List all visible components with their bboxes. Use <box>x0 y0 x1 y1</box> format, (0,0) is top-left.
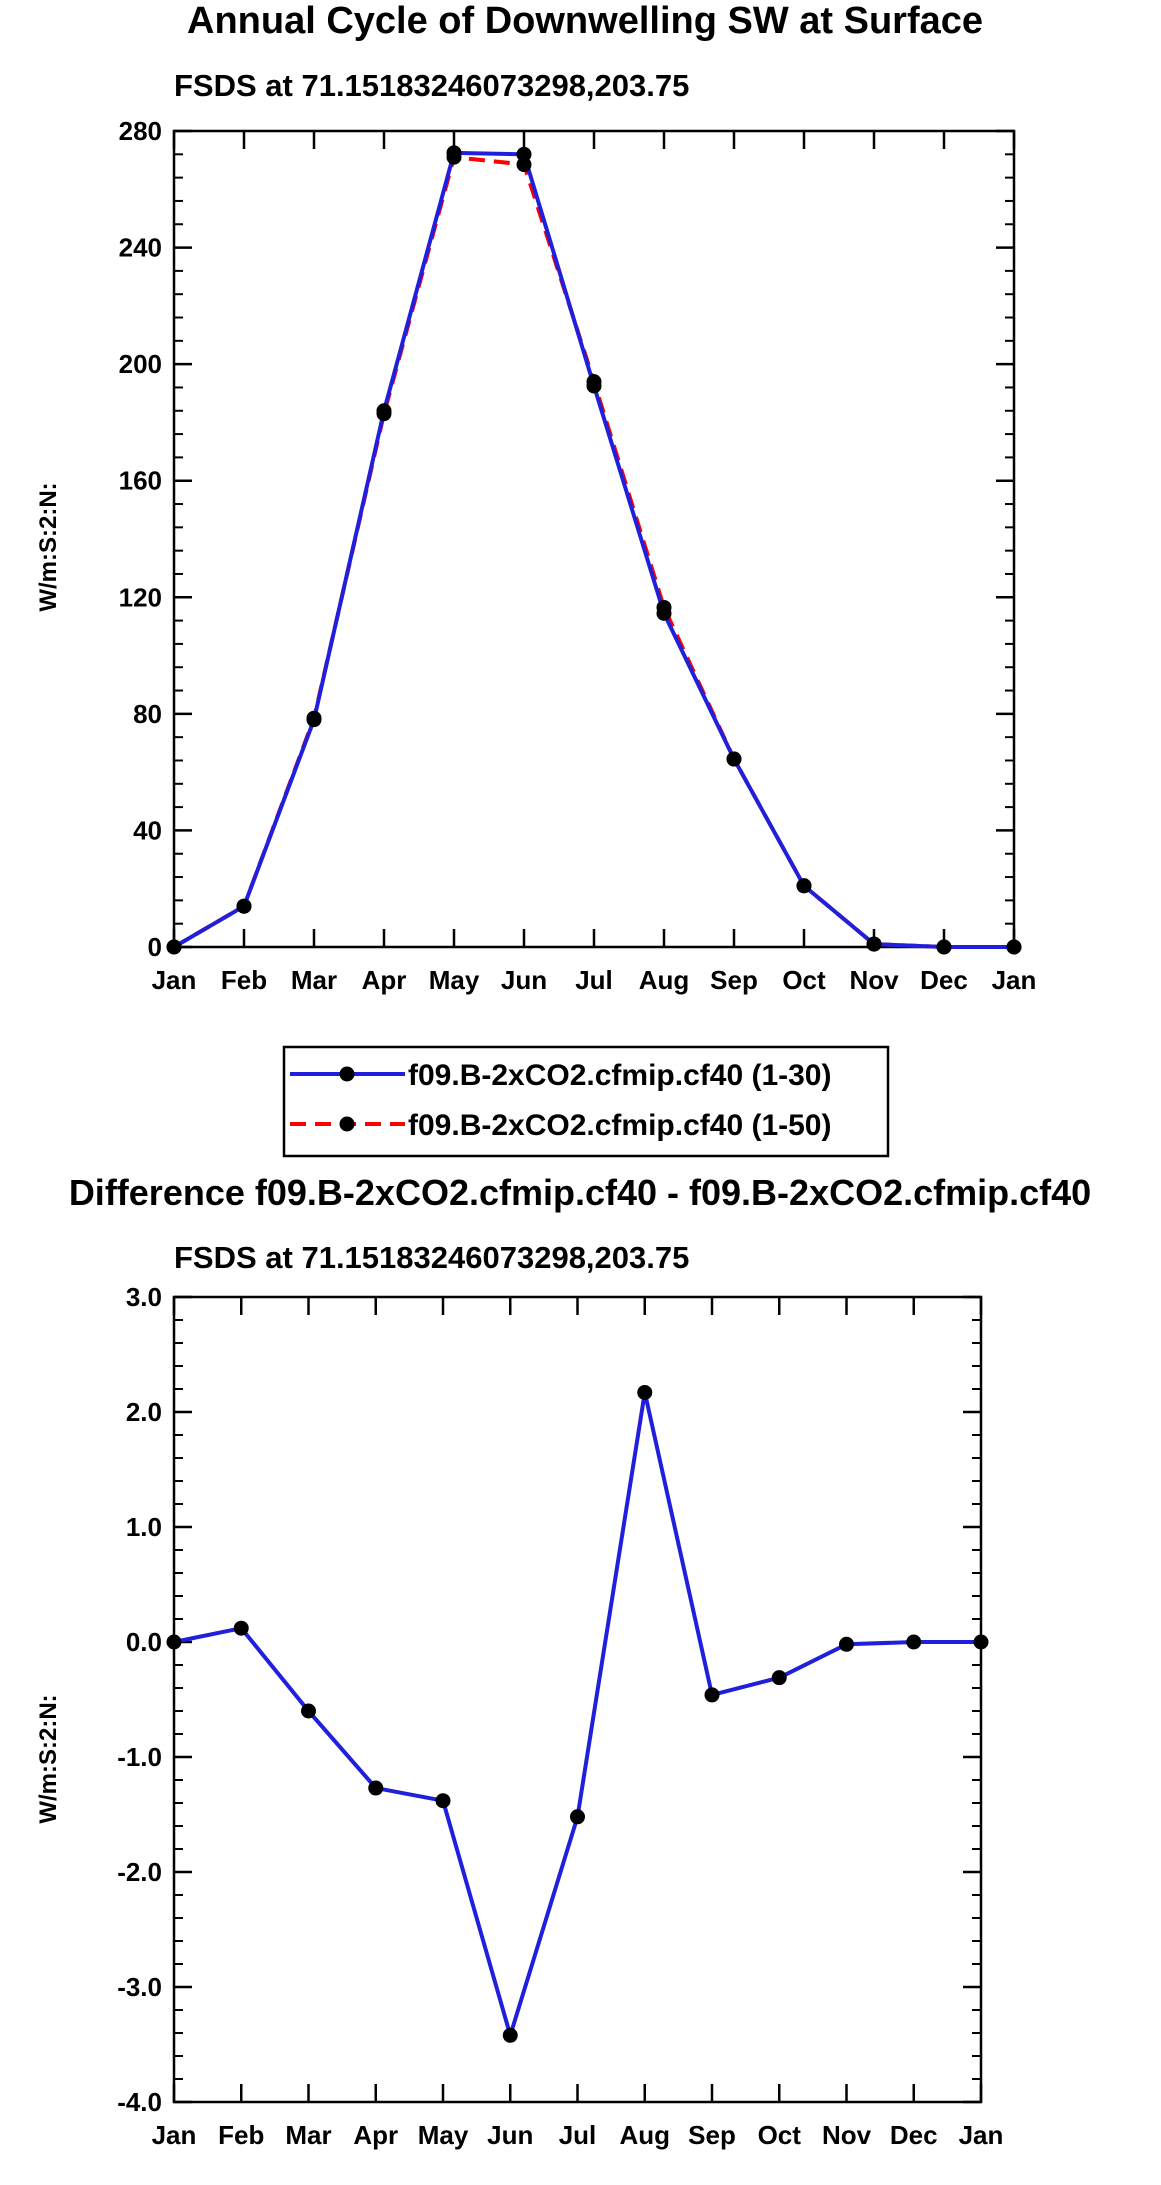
chart2-ytick-label: 0.0 <box>126 1627 162 1657</box>
chart2-xtick-label: Jan <box>959 2120 1004 2150</box>
chart1-point-s2-7 <box>656 599 672 615</box>
chart1-xtick-label: Dec <box>920 965 968 995</box>
chart1-subtitle: FSDS at 71.15183246073298,203.75 <box>174 68 689 103</box>
chart1-point-s2-5 <box>516 157 532 173</box>
chart2-point-s1-5 <box>502 2027 518 2043</box>
chart2-title: Difference f09.B-2xCO2.cfmip.cf40 - f09.… <box>69 1172 1091 1213</box>
chart1-plot-area: 0 40 80 120 160 200 240 280 Jan Feb Mar Apr May Jun Ju… <box>119 116 1037 995</box>
chart1-xtick-label: May <box>429 965 480 995</box>
chart1-point-s2-1 <box>236 898 252 914</box>
chart1-point-s2-6 <box>586 374 602 390</box>
chart2-xtick-label: Dec <box>890 2120 938 2150</box>
chart2-point-s1-11 <box>906 1634 922 1650</box>
chart2-ytick-label: 2.0 <box>126 1397 162 1427</box>
chart1-ytick-label: 40 <box>133 815 162 845</box>
chart2-xtick-label: May <box>418 2120 469 2150</box>
chart1-xtick-label: Mar <box>291 965 337 995</box>
chart1-ytick-label: 120 <box>119 582 162 612</box>
chart2-y-axis-label: W/m:S:2:N: <box>35 1694 62 1823</box>
chart2-point-s1-8 <box>704 1687 720 1703</box>
chart2-series-line-1 <box>173 1390 981 2038</box>
chart1-ytick-label: 0 <box>148 932 162 962</box>
chart1-xtick-label: Jan <box>152 965 197 995</box>
legend-marker-series-2 <box>339 1116 355 1132</box>
chart2-xtick-label: Jul <box>559 2120 597 2150</box>
chart2-point-s1-4 <box>435 1793 451 1809</box>
chart1-point-s2-4 <box>446 149 462 165</box>
legend-box <box>282 1045 890 1158</box>
chart2-ytick-label: 1.0 <box>126 1512 162 1542</box>
chart2-xtick-label: Sep <box>688 2120 736 2150</box>
chart2-point-s1-3 <box>368 1780 384 1796</box>
chart2-xtick-label: Jan <box>152 2120 197 2150</box>
chart1-xtick-label: Aug <box>639 965 690 995</box>
chart2-frame <box>172 1295 983 2104</box>
chart2-plot-area: -4.0 -3.0 -2.0 -1.0 0.0 1.0 2.0 3.0 Jan Feb Mar Apr… <box>117 1282 1003 2150</box>
chart1-point-s2-8 <box>726 751 742 767</box>
chart1-series-line-1 <box>172 150 1014 949</box>
chart2-xtick-label: Feb <box>218 2120 264 2150</box>
chart2-point-s1-7 <box>637 1384 653 1400</box>
chart1-point-s2-2 <box>306 710 322 726</box>
chart1-xtick-label: Apr <box>362 965 407 995</box>
chart2-point-s1-9 <box>771 1670 787 1686</box>
chart1-ytick-label: 240 <box>119 233 162 263</box>
chart2-xtick-label: Oct <box>758 2120 802 2150</box>
chart2-point-s1-1 <box>233 1620 249 1636</box>
chart1-xtick-label: Nov <box>849 965 899 995</box>
chart1-point-s2-12 <box>1006 939 1022 955</box>
chart1-y-axis-label: W/m:S:2:N: <box>35 482 62 611</box>
chart1-frame <box>172 129 1016 949</box>
chart2-ytick-label: -4.0 <box>117 2087 162 2117</box>
chart2-ytick-label: 3.0 <box>126 1282 162 1312</box>
legend-marker-series-1 <box>339 1066 355 1082</box>
chart2-point-s1-12 <box>973 1634 989 1650</box>
chart2-xtick-label: Apr <box>353 2120 398 2150</box>
chart1-point-s2-0 <box>166 939 182 955</box>
chart1-xtick-label: Jun <box>501 965 547 995</box>
chart1-legend: f09.B-2xCO2.cfmip.cf40 (1-30) f09.B-2xCO… <box>282 1045 890 1158</box>
chart2-xtick-label: Mar <box>285 2120 331 2150</box>
chart1-point-s2-9 <box>796 878 812 894</box>
legend-label-series-1: f09.B-2xCO2.cfmip.cf40 (1-30) <box>408 1059 832 1092</box>
chart1-ytick-label: 280 <box>119 116 162 146</box>
chart2-xtick-label: Jun <box>487 2120 533 2150</box>
legend-label-series-2: f09.B-2xCO2.cfmip.cf40 (1-50) <box>408 1109 832 1142</box>
chart2-point-s1-10 <box>839 1636 854 1652</box>
chart1-xtick-label: Sep <box>710 965 758 995</box>
chart1-xtick-label: Jan <box>992 965 1037 995</box>
chart1-xtick-label: Feb <box>221 965 267 995</box>
chart2-ytick-label: -3.0 <box>117 1972 162 2002</box>
chart1-ytick-label: 80 <box>133 699 162 729</box>
chart2-xtick-label: Aug <box>619 2120 670 2150</box>
chart2-ytick-label: -1.0 <box>117 1742 162 1772</box>
chart1-series-line-2 <box>172 155 1014 949</box>
chart2-point-s1-6 <box>570 1809 585 1825</box>
chart1-ytick-label: 200 <box>119 349 162 379</box>
chart1-xtick-label: Jul <box>575 965 613 995</box>
chart1-point-s2-3 <box>376 406 392 422</box>
chart2-ytick-label: -2.0 <box>117 1857 162 1887</box>
chart1-point-s2-11 <box>936 939 952 955</box>
chart1-xtick-label: Oct <box>782 965 826 995</box>
chart1-title: Annual Cycle of Downwelling SW at Surfac… <box>187 0 983 42</box>
chart2-xtick-label: Nov <box>822 2120 872 2150</box>
chart1-ytick-label: 160 <box>119 466 162 496</box>
chart2-point-s1-2 <box>301 1703 316 1719</box>
chart2-point-s1-0 <box>166 1634 182 1650</box>
chart2-subtitle: FSDS at 71.15183246073298,203.75 <box>174 1240 689 1275</box>
chart1-point-s2-10 <box>866 936 882 952</box>
